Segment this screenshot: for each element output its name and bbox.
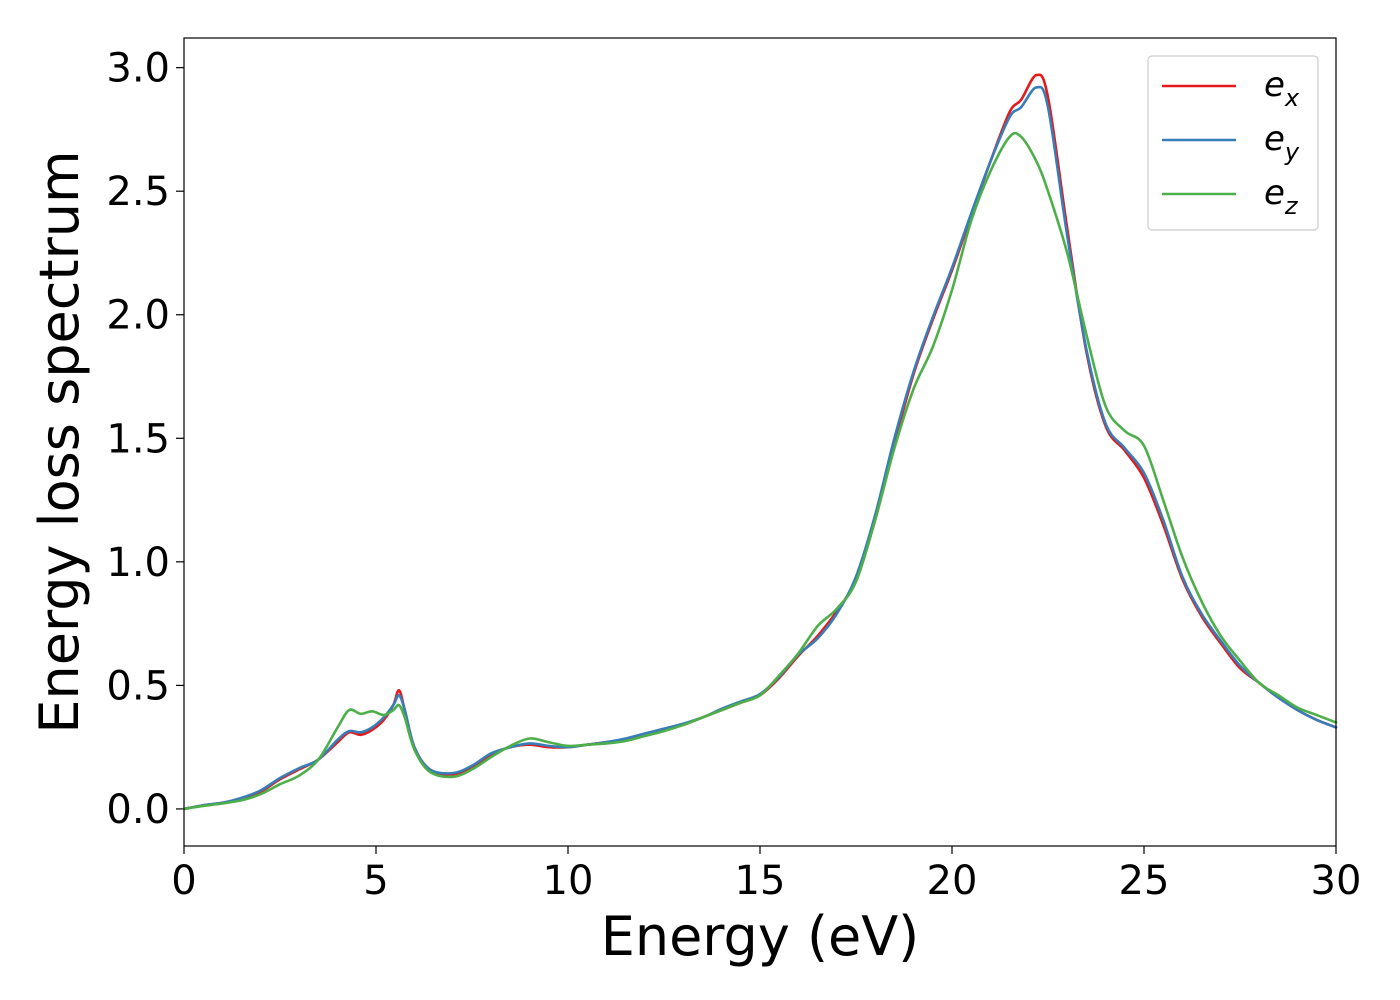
legend-label-subscript: z [1284, 192, 1299, 220]
y-tick-label: 1.0 [106, 540, 170, 586]
y-tick-label: 1.5 [106, 416, 170, 462]
y-tick-label: 0.5 [106, 663, 170, 709]
x-tick-label: 10 [543, 858, 594, 904]
x-tick-label: 15 [735, 858, 786, 904]
y-axis-label: Energy loss spectrum [28, 150, 91, 733]
y-tick-label: 2.0 [106, 293, 170, 339]
legend-label-subscript: y [1284, 138, 1300, 166]
x-axis-ticks: 0 5 10 15 20 25 30 [171, 846, 1361, 904]
x-tick-label: 25 [1119, 858, 1170, 904]
x-tick-label: 20 [927, 858, 978, 904]
x-tick-label: 30 [1311, 858, 1362, 904]
plot-frame [183, 37, 1337, 847]
legend-label-subscript: x [1284, 84, 1300, 112]
legend-box [1147, 55, 1319, 231]
x-axis-label: Energy (eV) [601, 905, 920, 968]
y-tick-label: 2.5 [106, 169, 170, 215]
y-axis-ticks: 0.0 0.5 1.0 1.5 2.0 2.5 3.0 [106, 46, 184, 833]
series-layer [182, 73, 1338, 811]
x-tick-label: 5 [363, 858, 388, 904]
y-tick-label: 3.0 [106, 46, 170, 92]
y-tick-label: 0.0 [106, 787, 170, 833]
series-line-ez [182, 131, 1338, 811]
x-tick-label: 0 [171, 858, 196, 904]
